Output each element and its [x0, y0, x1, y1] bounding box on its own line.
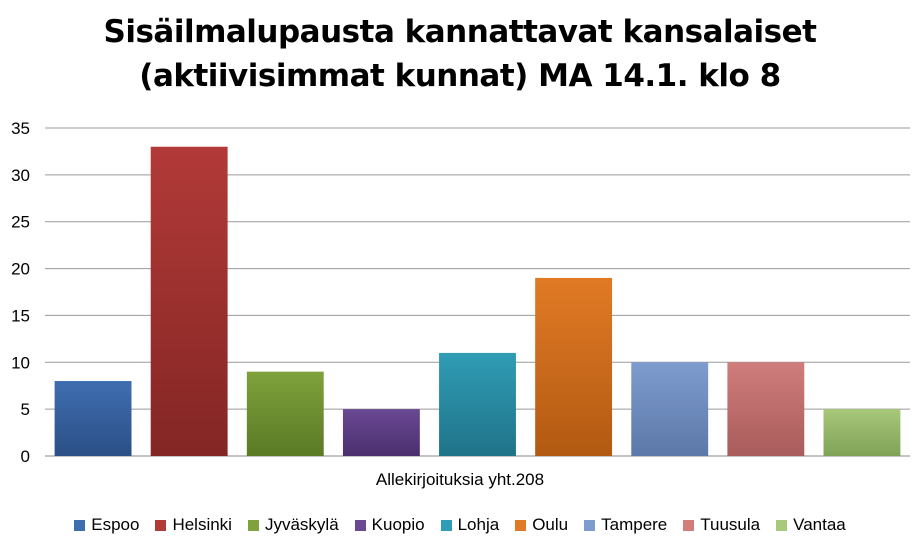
- bar-vantaa: [823, 409, 901, 456]
- legend-item: Lohja: [440, 515, 500, 535]
- x-axis-label: Allekirjoituksia yht.208: [375, 470, 545, 489]
- legend-item: Oulu: [515, 515, 568, 535]
- legend-label: Oulu: [532, 515, 569, 534]
- legend-swatch: [74, 519, 86, 531]
- legend-item: Kuopio: [354, 515, 425, 535]
- legend-swatch: [584, 519, 596, 531]
- bar-tuusula: [727, 362, 805, 456]
- y-tick-label: 0: [21, 447, 30, 466]
- legend-item: Helsinki: [155, 515, 232, 535]
- y-tick-label: 15: [11, 306, 30, 325]
- legend-item: Vantaa: [776, 515, 846, 535]
- bar-helsinki: [150, 146, 228, 456]
- chart-title-line-2: (aktiivisimmat kunnat) MA 14.1. klo 8: [139, 58, 781, 94]
- bar-lohja: [439, 352, 516, 456]
- bar-kuopio: [342, 409, 420, 456]
- legend-swatch: [155, 519, 167, 531]
- legend-swatch: [683, 519, 695, 531]
- y-tick-label: 30: [11, 166, 30, 185]
- bar-jyväskylä: [246, 371, 324, 456]
- legend-item: Espoo: [74, 515, 139, 535]
- bar-oulu: [535, 277, 613, 456]
- y-tick-label: 20: [11, 260, 30, 279]
- y-tick-label: 10: [11, 353, 30, 372]
- legend-label: Kuopio: [371, 515, 425, 534]
- legend: Espoo Helsinki Jyväskylä Kuopio Lohja Oulu Tam…: [0, 515, 920, 535]
- chart-title-line-1: Sisäilmalupausta kannattavat kansalaiset: [103, 14, 817, 50]
- legend-label: Lohja: [457, 515, 500, 534]
- legend-swatch: [515, 519, 527, 531]
- legend-item: Tuusula: [683, 515, 760, 535]
- legend-item: Tampere: [584, 515, 667, 535]
- y-tick-label: 25: [11, 213, 30, 232]
- legend-swatch: [247, 519, 259, 531]
- legend-label: Tampere: [601, 515, 668, 534]
- legend-label: Vantaa: [793, 515, 846, 534]
- legend-swatch: [354, 519, 366, 531]
- legend-label: Jyväskylä: [264, 515, 339, 534]
- bar-espoo: [54, 381, 132, 456]
- legend-swatch: [440, 519, 452, 531]
- legend-label: Tuusula: [700, 515, 761, 534]
- legend-swatch: [776, 519, 788, 531]
- legend-label: Espoo: [91, 515, 140, 534]
- y-tick-label: 35: [11, 119, 30, 138]
- legend-label: Helsinki: [172, 515, 232, 534]
- y-tick-label: 5: [21, 400, 30, 419]
- legend-item: Jyväskylä: [247, 515, 339, 535]
- bar-tampere: [631, 362, 709, 456]
